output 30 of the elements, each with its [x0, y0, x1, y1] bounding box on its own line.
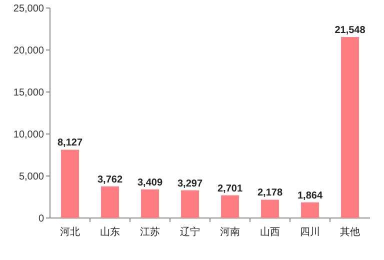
y-tick-label: 15,000: [13, 88, 44, 98]
data-label: 2,701: [217, 183, 243, 194]
bar: [301, 202, 319, 218]
x-tick-label: 其他: [340, 226, 360, 238]
bar: [221, 195, 239, 218]
data-label: 3,762: [97, 174, 123, 186]
bar: [261, 200, 279, 218]
x-tick-label: 河南: [220, 226, 240, 238]
bar: [341, 36, 359, 218]
bar: [181, 190, 199, 218]
data-label: 3,297: [177, 178, 203, 190]
y-tick-label: 25,000: [13, 4, 44, 14]
bar: [61, 150, 79, 218]
data-label: 2,178: [257, 188, 283, 199]
x-tick-label: 山西: [260, 226, 280, 238]
x-tick-label: 江苏: [140, 226, 160, 238]
y-tick-label: 10,000: [13, 130, 44, 140]
y-tick-label: 0: [38, 214, 44, 224]
y-tick-label: 5,000: [18, 172, 44, 182]
data-label: 8,127: [57, 138, 83, 149]
x-tick-label: 四川: [300, 226, 320, 238]
y-tick-label: 20,000: [13, 46, 44, 56]
x-tick-label: 山东: [100, 226, 120, 238]
x-tick-label: 辽宁: [180, 226, 200, 238]
bar: [141, 189, 159, 218]
data-label: 1,864: [297, 190, 323, 202]
x-tick-label: 河北: [60, 226, 80, 238]
data-label: 21,548: [334, 24, 366, 36]
bar: [101, 186, 119, 218]
data-label: 3,409: [137, 177, 163, 188]
